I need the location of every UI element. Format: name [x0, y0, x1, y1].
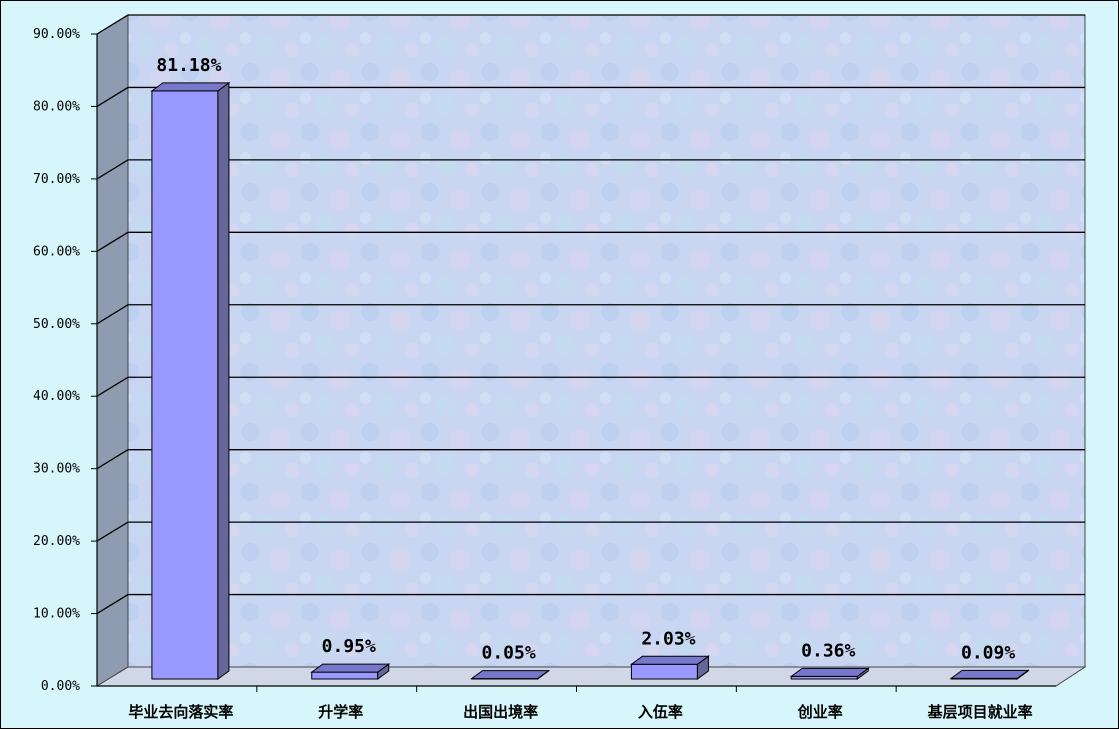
bar-side [217, 81, 230, 680]
y-tick-label: 0.00% [41, 679, 80, 694]
y-tick-label: 20.00% [33, 534, 80, 549]
y-tick-label: 60.00% [33, 244, 80, 259]
gridline [96, 593, 1085, 615]
gridline [96, 304, 1085, 325]
category-labels: 毕业去向落实率 升学率 出国出境率 入伍率 创业率 基层项目就业率 [128, 703, 1032, 721]
data-labels: 81.18% 0.95% 0.05% 2.03% 0.36% 0.09% [156, 55, 1015, 664]
bar-series [150, 81, 1030, 680]
data-label: 0.95% [322, 636, 376, 657]
category-label: 创业率 [797, 703, 843, 721]
bar-top [789, 667, 870, 677]
bar-top [949, 669, 1030, 679]
bar-front [311, 671, 379, 680]
bar-front [151, 90, 219, 680]
y-tick-label: 10.00% [33, 607, 80, 622]
category-label: 出国出境率 [463, 703, 538, 721]
side-wall [96, 14, 129, 687]
gridline [96, 159, 1085, 180]
y-tick-label: 30.00% [33, 462, 80, 477]
chart-walls [95, 14, 1087, 687]
data-label: 2.03% [641, 628, 695, 649]
data-label: 0.09% [961, 642, 1015, 663]
category-label: 升学率 [318, 703, 363, 721]
bar [310, 663, 391, 680]
gridline [96, 231, 1085, 252]
floor [95, 666, 1087, 687]
chart-gridlines [96, 14, 1085, 615]
bar [470, 669, 551, 680]
category-label: 毕业去向落实率 [128, 703, 233, 721]
bar-top [629, 655, 710, 665]
data-label: 0.36% [801, 640, 855, 661]
gridline [96, 521, 1085, 542]
y-tick-label: 40.00% [33, 389, 80, 404]
category-label: 入伍率 [638, 703, 683, 721]
data-label: 81.18% [156, 55, 221, 76]
y-tick-label: 80.00% [33, 99, 80, 114]
y-tick-label: 70.00% [33, 172, 80, 187]
category-label: 基层项目就业率 [927, 703, 1033, 721]
bar-top [310, 663, 391, 673]
bar [789, 667, 870, 680]
gridline [96, 376, 1085, 397]
gridline [96, 449, 1085, 470]
bar [949, 669, 1030, 680]
bar [150, 81, 231, 680]
bar-top [470, 670, 551, 680]
data-label: 0.05% [481, 643, 535, 664]
gridline [96, 14, 1085, 35]
bar-front [630, 663, 698, 680]
gridline [96, 86, 1085, 107]
y-tick-label: 50.00% [33, 317, 80, 332]
bar-top [150, 82, 231, 92]
bar [629, 655, 710, 680]
y-axis: 0.00% 10.00% 20.00% 30.00% 40.00% 50.00% 60.00… [33, 27, 1056, 694]
back-wall [127, 14, 1086, 668]
y-tick-label: 90.00% [33, 27, 80, 42]
